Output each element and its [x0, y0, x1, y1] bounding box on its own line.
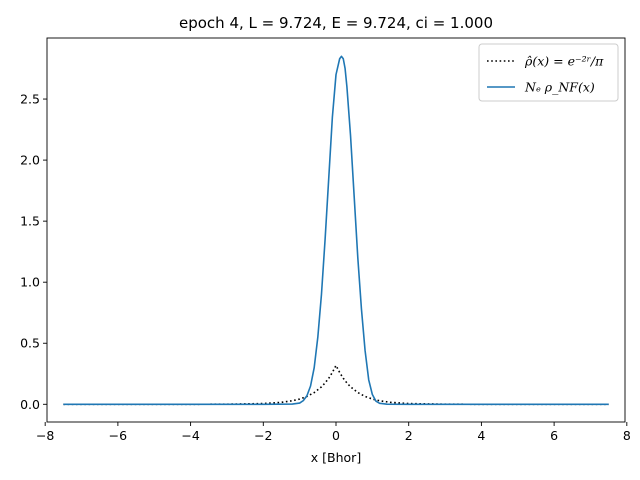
x-axis-label: x [Bhor]: [311, 450, 361, 465]
x-tick-label: −4: [181, 428, 199, 443]
y-tick-label: 2.0: [20, 153, 40, 168]
x-tick-label: 6: [550, 428, 558, 443]
legend-label-1: ρ̂(x) = e⁻²ʳ/π: [524, 54, 604, 69]
y-tick-label: 0.5: [20, 336, 40, 351]
x-tick-label: 0: [332, 428, 340, 443]
y-tick-label: 1.5: [20, 214, 40, 229]
x-tick-label: 2: [405, 428, 413, 443]
x-tick-label: 4: [477, 428, 485, 443]
x-tick-label: 8: [623, 428, 631, 443]
x-tick-label: −6: [109, 428, 127, 443]
x-tick-label: −8: [36, 428, 54, 443]
x-tick-label: −2: [254, 428, 272, 443]
series-line-1: [63, 364, 609, 406]
y-tick-label: 0.0: [20, 397, 40, 412]
legend: ρ̂(x) = e⁻²ʳ/π Nₑ ρ_NF(x): [478, 43, 619, 102]
chart-title: epoch 4, L = 9.724, E = 9.724, ci = 1.00…: [179, 14, 493, 32]
y-tick-label: 2.5: [20, 92, 40, 107]
legend-label-2: Nₑ ρ_NF(x): [524, 80, 595, 95]
series-line-2: [63, 55, 609, 406]
y-tick-label: 1.0: [20, 275, 40, 290]
